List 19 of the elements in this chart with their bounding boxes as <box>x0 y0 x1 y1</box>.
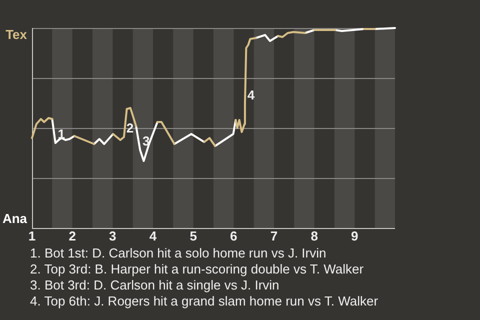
x-tick-label: 3 <box>109 228 116 244</box>
annotation: 2 <box>126 120 134 136</box>
text: Ana <box>2 211 28 226</box>
annotation: 1 <box>58 126 66 142</box>
x-tick-label: 7 <box>270 228 278 244</box>
text: Tex <box>6 27 28 42</box>
x-tick-label: 1 <box>28 228 36 244</box>
annotation: 4 <box>247 88 256 103</box>
text: 2. Top 3rd: B. Harper hit a run-scoring double vs T. Walker <box>30 262 364 277</box>
x-tick-label: 4 <box>149 228 158 244</box>
annotation: 3 <box>142 134 150 149</box>
text: 3. Bot 3rd: D. Carlson hit a single vs J. Irvin <box>30 278 280 293</box>
text: 4. Top 6th: J. Rogers hit a grand slam home run vs T. Walker <box>30 294 379 309</box>
x-tick-label: 2 <box>68 228 76 244</box>
x-tick-label: 8 <box>310 228 318 244</box>
text: 1. Bot 1st: D. Carlson hit a solo home run vs J. Irvin <box>30 246 326 261</box>
x-tick-label: 6 <box>230 228 238 244</box>
x-tick-label: 9 <box>351 228 358 244</box>
x-tick-label: 5 <box>190 228 197 244</box>
